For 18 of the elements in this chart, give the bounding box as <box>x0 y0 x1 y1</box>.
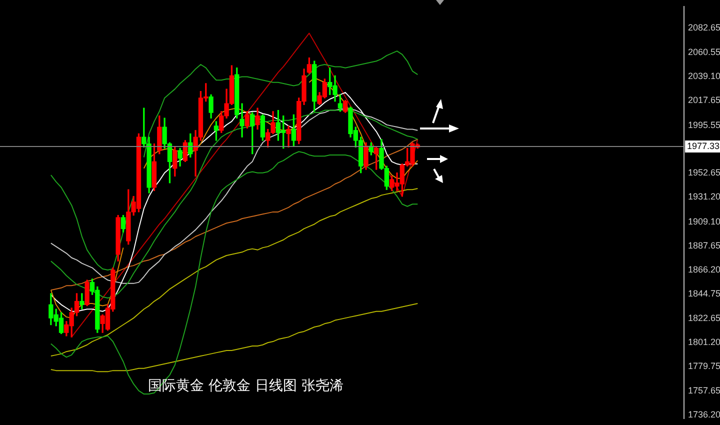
y-tick-label: 1757.65 <box>688 386 720 396</box>
ref-line-label: 1977.33 <box>687 140 720 151</box>
y-tick-label: 1995.55 <box>688 120 720 130</box>
y-tick-label: 1866.20 <box>688 264 720 274</box>
y-tick-label: 2039.10 <box>688 71 720 82</box>
y-tick-label: 1887.65 <box>688 240 720 250</box>
y-tick-label: 1952.65 <box>688 168 720 178</box>
y-tick-label: 1736.20 <box>688 410 720 420</box>
y-tick-label: 1909.10 <box>688 216 720 226</box>
text: 国际黄金 伦敦金 日线图 张尧浠 <box>148 378 344 394</box>
y-tick-label: 2060.55 <box>688 47 720 58</box>
y-tick-label: 1779.75 <box>688 360 720 371</box>
y-tick-label: 1801.20 <box>688 336 720 347</box>
y-tick-label: 1822.65 <box>688 312 720 323</box>
y-tick-label: 2082.65 <box>688 22 720 32</box>
y-tick-label: 1931.20 <box>688 192 720 202</box>
y-tick-label: 2017.65 <box>688 95 720 106</box>
y-tick-label: 1844.75 <box>688 288 720 298</box>
